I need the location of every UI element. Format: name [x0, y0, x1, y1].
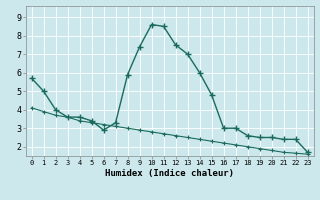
X-axis label: Humidex (Indice chaleur): Humidex (Indice chaleur) [105, 169, 234, 178]
